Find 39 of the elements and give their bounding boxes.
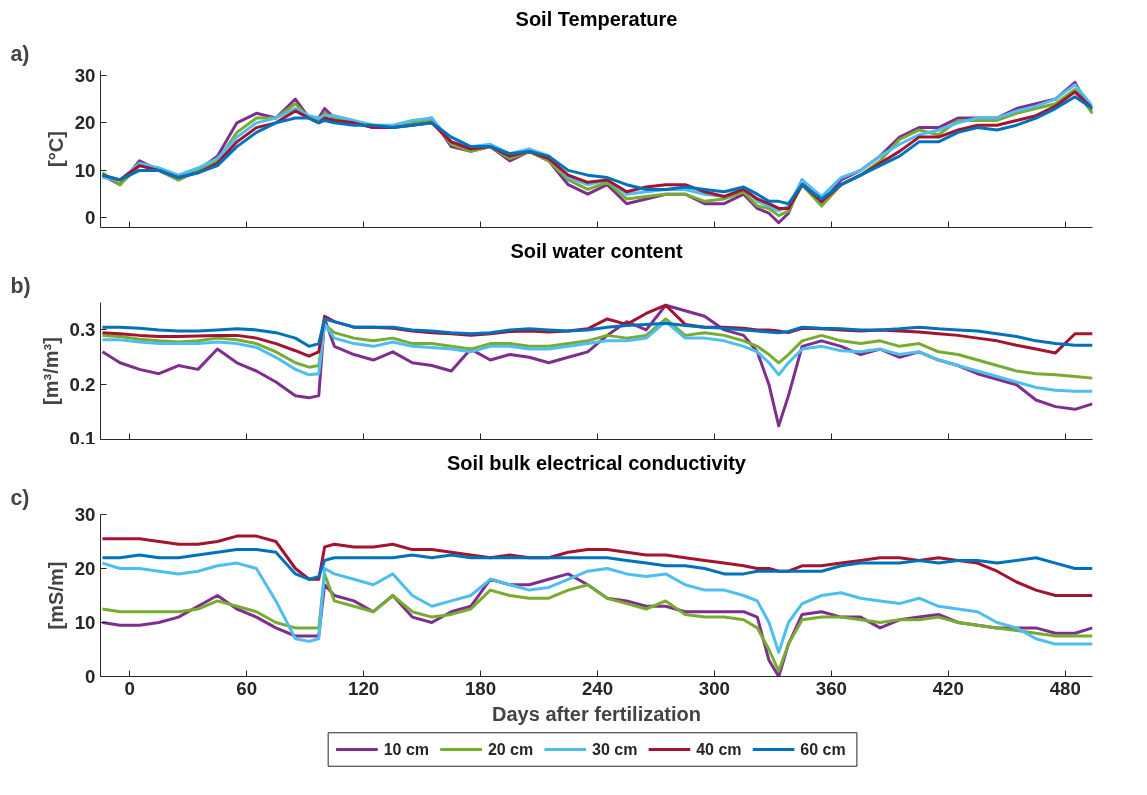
line-series (100, 548, 1093, 581)
legend-label: 10 cm (383, 741, 430, 758)
x-axis-title: Days after fertilization (492, 702, 701, 725)
x-tick-label: 240 (581, 677, 614, 699)
chart-title: Soil bulk electrical conductivity (447, 451, 747, 474)
y-tick-label: 20 (74, 112, 96, 134)
y-axis-title: [mS/m] (44, 561, 67, 630)
x-tick-label: 420 (932, 677, 964, 699)
line-series (100, 561, 1093, 654)
y-tick-label: 0.3 (69, 319, 96, 341)
text: a) (10, 41, 30, 66)
y-axis-title: [°C] (44, 131, 67, 167)
chart-title: Soil Temperature (515, 7, 678, 30)
y-tick-label: 20 (74, 558, 96, 579)
legend-label: 40 cm (696, 741, 742, 758)
legend-label: 60 cm (800, 741, 846, 758)
x-tick-label: 360 (815, 677, 847, 699)
y-tick-label: 0.2 (69, 374, 96, 396)
x-tick-label: 480 (1049, 677, 1081, 699)
line-series (100, 317, 1093, 380)
text: b) (10, 273, 31, 298)
y-tick-label: 0 (85, 207, 96, 229)
y-tick-label: 10 (74, 612, 96, 633)
y-tick-label: 30 (74, 504, 96, 525)
y-tick-label: 10 (74, 159, 96, 181)
legend-label: 30 cm (592, 741, 638, 758)
text: c) (10, 485, 30, 510)
chart-title: Soil water content (510, 239, 683, 262)
y-axis-title: [m³/m³] (39, 337, 62, 405)
line-series (100, 317, 1093, 348)
legend-label: 20 cm (487, 741, 534, 758)
line-series (100, 320, 1093, 393)
x-tick-label: 300 (698, 677, 730, 699)
x-tick-label: 60 (236, 677, 258, 699)
y-tick-label: 30 (74, 64, 96, 86)
x-tick-label: 0 (124, 677, 135, 699)
x-tick-label: 120 (348, 677, 380, 699)
x-tick-label: 180 (464, 677, 497, 699)
y-tick-label: 0.1 (69, 427, 96, 449)
